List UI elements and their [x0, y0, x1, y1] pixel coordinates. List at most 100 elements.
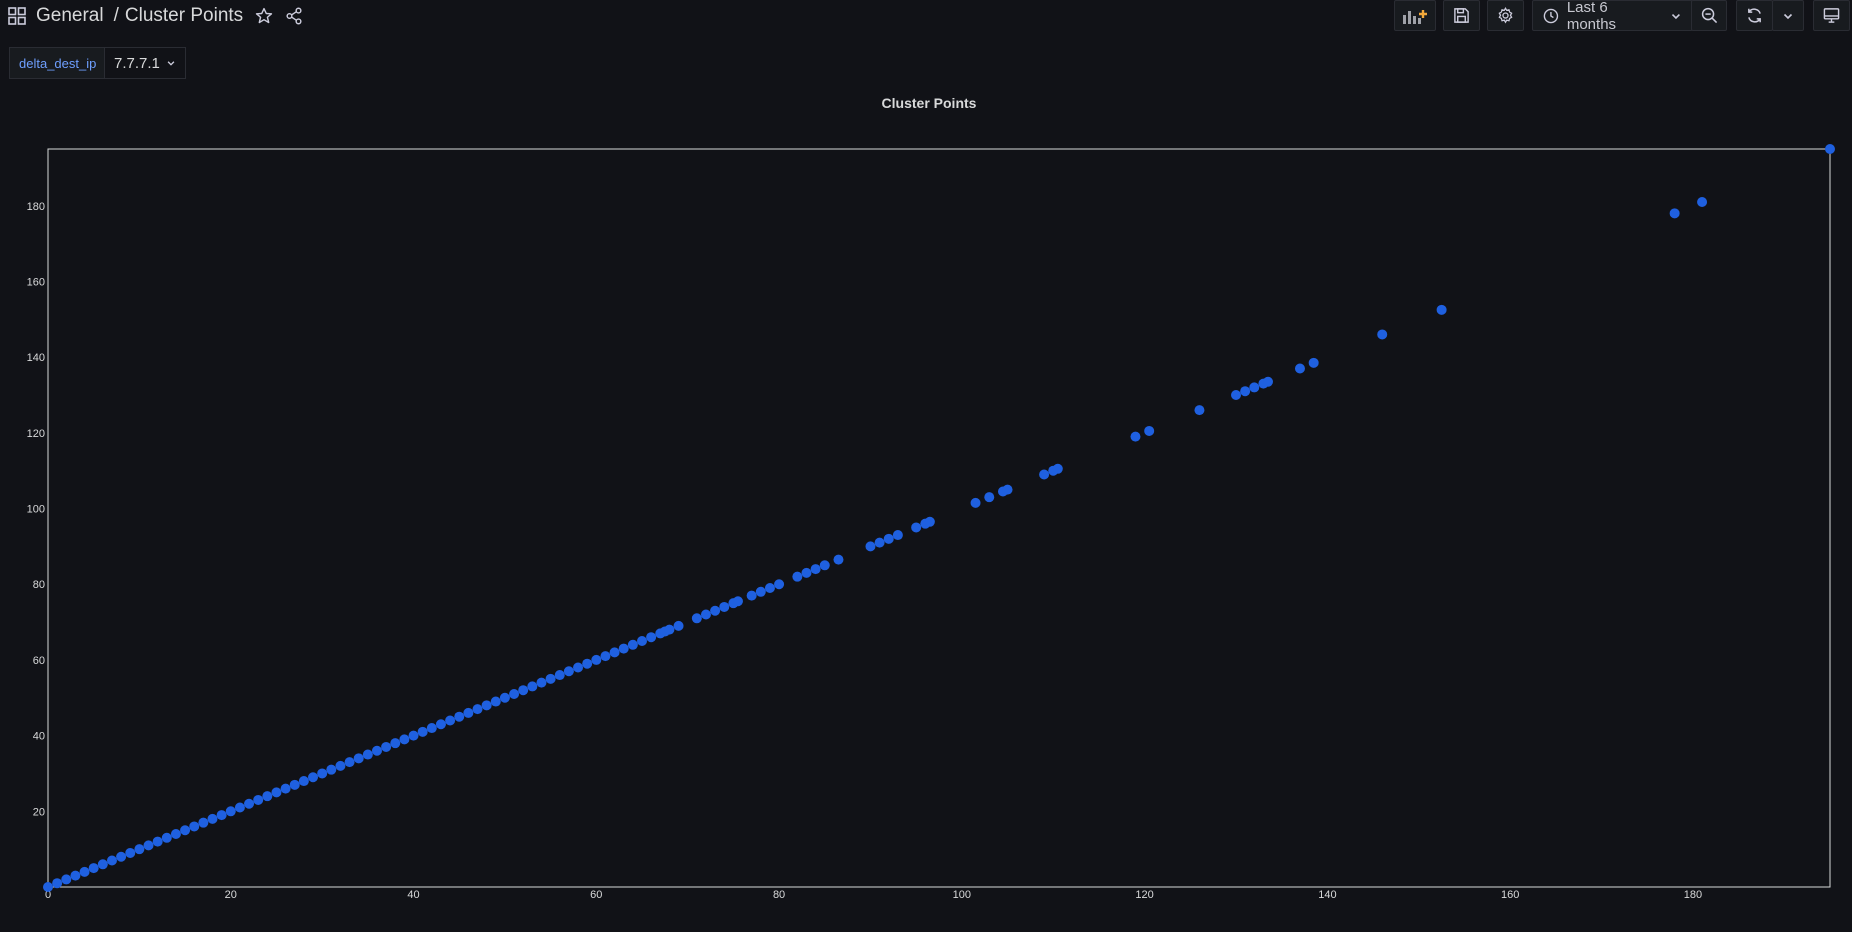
data-point[interactable] — [600, 651, 611, 662]
data-point[interactable] — [454, 711, 465, 722]
data-point[interactable] — [180, 825, 191, 836]
data-point[interactable] — [1039, 469, 1050, 480]
data-point[interactable] — [1294, 363, 1305, 374]
refresh-interval-dropdown[interactable] — [1772, 0, 1804, 31]
data-point[interactable] — [499, 692, 510, 703]
data-point[interactable] — [216, 810, 227, 821]
data-point[interactable] — [563, 666, 574, 677]
data-point[interactable] — [1377, 329, 1388, 340]
data-point[interactable] — [1144, 425, 1155, 436]
data-point[interactable] — [399, 734, 410, 745]
data-point[interactable] — [1194, 405, 1205, 416]
data-point[interactable] — [253, 794, 264, 805]
data-point[interactable] — [189, 821, 200, 832]
data-point[interactable] — [170, 829, 181, 840]
data-point[interactable] — [244, 798, 255, 809]
data-point[interactable] — [326, 764, 337, 775]
data-point[interactable] — [527, 681, 538, 692]
data-point[interactable] — [883, 533, 894, 544]
data-point[interactable] — [573, 662, 584, 673]
data-point[interactable] — [627, 639, 638, 650]
data-point[interactable] — [308, 772, 319, 783]
data-point[interactable] — [892, 530, 903, 541]
data-point[interactable] — [509, 688, 520, 699]
data-point[interactable] — [774, 579, 785, 590]
data-point[interactable] — [490, 696, 501, 707]
data-point[interactable] — [289, 779, 300, 790]
data-point[interactable] — [52, 878, 63, 889]
data-point[interactable] — [719, 601, 730, 612]
data-point[interactable] — [911, 522, 922, 533]
data-point[interactable] — [381, 741, 392, 752]
breadcrumb-folder-link[interactable]: General — [36, 5, 104, 26]
data-point[interactable] — [61, 874, 72, 885]
data-point[interactable] — [472, 704, 483, 715]
data-point[interactable] — [764, 583, 775, 594]
data-point[interactable] — [463, 707, 474, 718]
data-point[interactable] — [445, 715, 456, 726]
data-point[interactable] — [691, 613, 702, 624]
dashboard-title[interactable]: Cluster Points — [124, 5, 244, 26]
data-point[interactable] — [1130, 431, 1141, 442]
data-point[interactable] — [134, 844, 145, 855]
data-point[interactable] — [390, 738, 401, 749]
data-point[interactable] — [161, 832, 172, 843]
share-icon[interactable] — [285, 7, 303, 25]
data-point[interactable] — [1262, 376, 1273, 387]
data-point[interactable] — [106, 855, 117, 866]
data-point[interactable] — [819, 560, 830, 571]
data-point[interactable] — [1308, 357, 1319, 368]
data-point[interactable] — [335, 760, 346, 771]
data-point[interactable] — [609, 647, 620, 658]
data-point[interactable] — [746, 590, 757, 601]
data-point[interactable] — [417, 726, 428, 737]
data-point[interactable] — [408, 730, 419, 741]
dashboards-grid-icon[interactable] — [8, 7, 26, 25]
add-panel-button[interactable] — [1394, 0, 1436, 31]
data-point[interactable] — [234, 802, 245, 813]
time-range-picker[interactable]: Last 6 months — [1532, 0, 1693, 33]
data-point[interactable] — [732, 596, 743, 607]
data-point[interactable] — [924, 516, 935, 527]
data-point[interactable] — [664, 624, 675, 635]
data-point[interactable] — [1002, 484, 1013, 495]
data-point[interactable] — [125, 847, 136, 858]
data-point[interactable] — [344, 757, 355, 768]
data-point[interactable] — [810, 564, 821, 575]
star-icon[interactable] — [255, 7, 273, 25]
data-point[interactable] — [792, 571, 803, 582]
data-point[interactable] — [371, 745, 382, 756]
data-point[interactable] — [833, 554, 844, 565]
data-point[interactable] — [481, 700, 492, 711]
data-point[interactable] — [79, 866, 90, 877]
data-point[interactable] — [865, 541, 876, 552]
data-point[interactable] — [1669, 208, 1680, 219]
data-point[interactable] — [116, 851, 127, 862]
refresh-button[interactable] — [1736, 0, 1773, 31]
data-point[interactable] — [143, 840, 154, 851]
data-point[interactable] — [1697, 196, 1708, 207]
data-point[interactable] — [637, 636, 647, 646]
zoom-out-button[interactable] — [1691, 0, 1727, 31]
data-point[interactable] — [755, 586, 766, 597]
data-point[interactable] — [198, 817, 209, 828]
data-point[interactable] — [88, 863, 99, 874]
data-point[interactable] — [1436, 304, 1447, 315]
tv-mode-button[interactable] — [1813, 0, 1850, 31]
data-point[interactable] — [353, 753, 364, 764]
data-point[interactable] — [1231, 390, 1241, 400]
data-point[interactable] — [152, 836, 163, 847]
variable-value-select[interactable]: 7.7.7.1 — [104, 47, 186, 79]
data-point[interactable] — [536, 677, 547, 688]
data-point[interactable] — [362, 749, 373, 760]
data-point[interactable] — [70, 870, 81, 881]
data-point[interactable] — [554, 670, 565, 681]
data-point[interactable] — [591, 654, 602, 665]
data-point[interactable] — [43, 882, 53, 892]
data-point[interactable] — [262, 791, 273, 802]
data-point[interactable] — [673, 620, 684, 631]
data-point[interactable] — [1249, 382, 1260, 393]
data-point[interactable] — [710, 605, 721, 616]
data-point[interactable] — [97, 859, 108, 870]
data-point[interactable] — [545, 673, 556, 684]
